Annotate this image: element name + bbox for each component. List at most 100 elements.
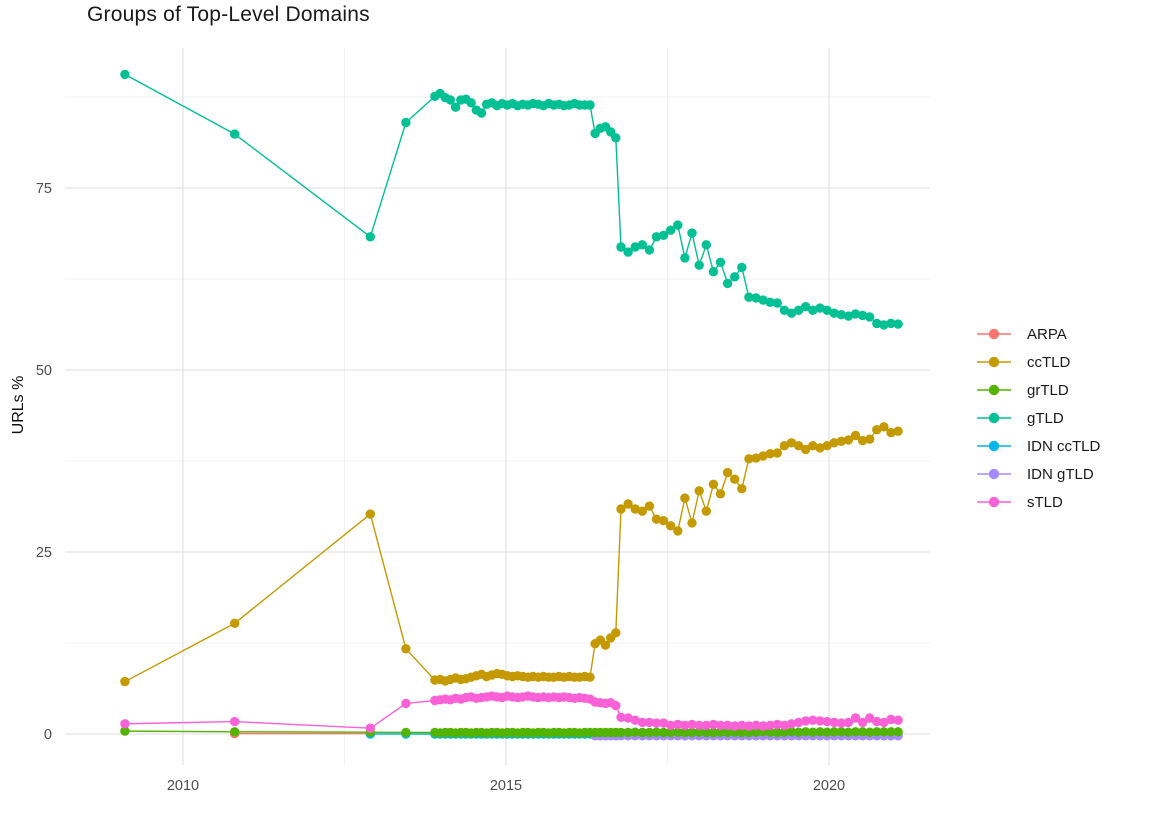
series-point: [630, 727, 640, 737]
legend-key-dot: [988, 412, 1000, 424]
series-point: [822, 441, 832, 451]
series-point: [637, 506, 647, 516]
chart-title: Groups of Top-Level Domains: [87, 3, 370, 26]
x-tick-label: 2020: [813, 778, 845, 794]
series-point: [694, 260, 704, 270]
series-point: [857, 310, 868, 321]
series-point: [722, 720, 733, 730]
series-point: [616, 504, 626, 514]
series-point: [865, 312, 875, 322]
series-point: [822, 305, 832, 315]
series-point: [836, 718, 846, 728]
series-point: [623, 247, 633, 257]
series-point: [779, 720, 790, 730]
series-point: [772, 298, 782, 308]
series-point: [673, 719, 683, 730]
series-point: [865, 713, 875, 723]
series-point: [644, 245, 655, 255]
series-point: [779, 727, 790, 737]
series-point: [673, 727, 683, 737]
series-point: [857, 727, 868, 737]
series-point: [857, 435, 868, 446]
series-point: [230, 716, 240, 727]
series-point: [765, 449, 775, 459]
series-point: [401, 727, 411, 738]
series-point: [476, 108, 487, 118]
series-point: [758, 451, 768, 461]
series-point: [623, 713, 633, 723]
series-point: [772, 448, 782, 458]
series-point: [673, 220, 683, 230]
legend-label: ARPA: [1027, 326, 1067, 343]
series-point: [708, 267, 719, 277]
series-point: [872, 716, 882, 727]
legend-key-dot: [988, 356, 1000, 368]
series-point: [230, 727, 240, 737]
series-point: [850, 713, 861, 723]
series-point: [450, 102, 461, 112]
series-point: [637, 240, 647, 250]
series-point: [623, 727, 633, 738]
series-line: [124, 73, 899, 326]
series-point: [886, 714, 896, 725]
series-point: [630, 242, 640, 252]
series-point: [815, 716, 825, 726]
series-point: [872, 425, 882, 435]
series-point: [836, 310, 846, 320]
series-point: [651, 727, 662, 737]
series-point: [801, 302, 811, 312]
series-point: [365, 232, 375, 242]
series-point: [230, 618, 240, 628]
series-point: [865, 727, 875, 737]
series-point: [893, 319, 903, 329]
series-point: [793, 727, 804, 737]
series-point: [616, 712, 626, 722]
series-point: [715, 727, 726, 737]
series-point: [758, 721, 768, 731]
series-point: [793, 441, 804, 451]
series-cctld: [120, 422, 903, 687]
series-point: [365, 723, 375, 733]
legend-item-stld: sTLD: [977, 494, 1063, 511]
series-point: [722, 278, 733, 289]
series-point: [658, 230, 669, 240]
series-point: [893, 715, 903, 725]
series-point: [715, 720, 726, 730]
series-point: [666, 727, 676, 738]
series-point: [466, 98, 476, 108]
series-point: [730, 272, 740, 282]
series-point: [651, 718, 662, 728]
series-point: [680, 720, 690, 730]
series-point: [722, 727, 733, 738]
series-point: [694, 727, 704, 737]
series-grtld: [120, 726, 903, 738]
series-point: [651, 232, 662, 242]
series-point: [744, 727, 754, 738]
series-point: [365, 509, 375, 519]
series-point: [801, 727, 811, 737]
series-point: [879, 320, 889, 330]
series-point: [850, 430, 861, 441]
series-point: [730, 474, 740, 484]
series-point: [765, 727, 775, 737]
series-point: [808, 441, 818, 451]
series-point: [401, 644, 411, 654]
series-point: [793, 305, 804, 315]
legend-key-dot: [988, 496, 1000, 508]
x-tick-label: 2015: [490, 778, 522, 794]
legend-item-arpa: ARPA: [977, 326, 1067, 343]
series-point: [879, 727, 889, 737]
series-point: [680, 253, 690, 263]
x-tick-label: 2010: [167, 778, 199, 794]
series-point: [758, 295, 768, 305]
series-point: [815, 443, 825, 453]
series-point: [737, 262, 747, 273]
series-point: [850, 309, 861, 319]
series-point: [829, 727, 839, 737]
y-axis-title: URLs %: [10, 375, 27, 435]
legend-label: IDN gTLD: [1027, 466, 1094, 483]
series-point: [120, 676, 130, 687]
series-point: [673, 526, 683, 536]
series-point: [680, 727, 690, 738]
